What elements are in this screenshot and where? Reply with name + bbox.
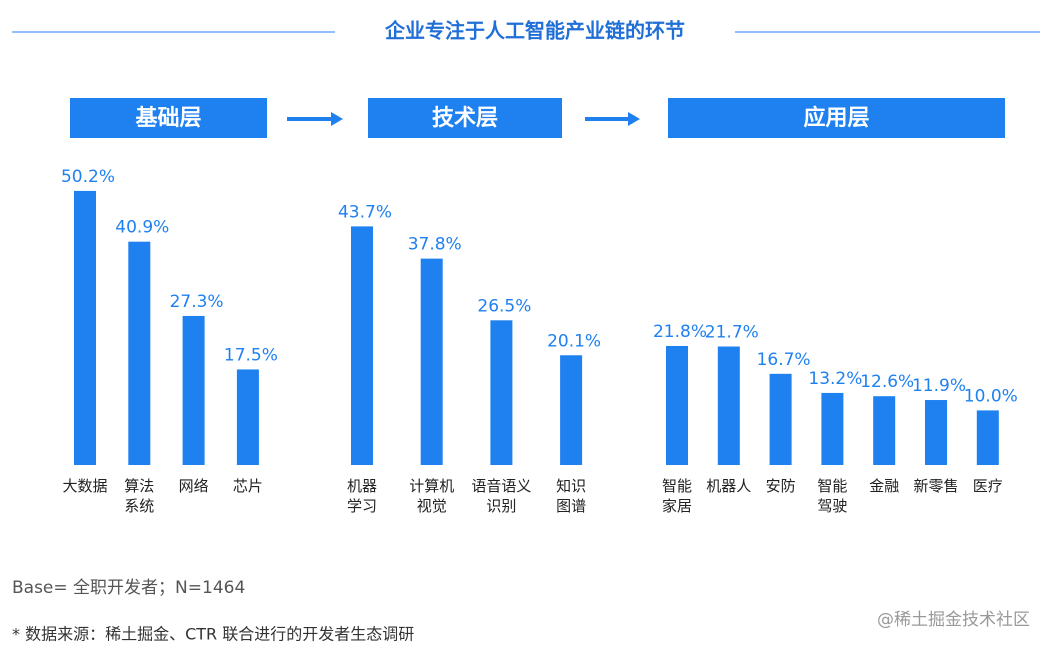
value-label: 27.3% [170, 292, 224, 312]
category-label: 新零售 [913, 477, 958, 495]
bar [873, 396, 896, 465]
value-label: 50.2% [61, 167, 115, 187]
value-label: 12.6% [860, 372, 914, 392]
value-label: 37.8% [408, 235, 462, 255]
value-label: 20.1% [547, 331, 601, 351]
header-label: 基础层 [135, 106, 201, 131]
bar [769, 373, 792, 465]
value-label: 40.9% [115, 218, 169, 238]
category-label: 医疗 [973, 477, 1003, 495]
bar [925, 400, 947, 465]
bar [717, 346, 740, 465]
bar [236, 369, 259, 465]
header-box [368, 98, 562, 138]
source-note: * 数据来源：稀土掘金、CTR 联合进行的开发者生态调研 [12, 625, 414, 644]
value-label: 26.5% [477, 296, 531, 316]
bar [976, 410, 999, 465]
base-note: Base= 全职开发者；N=1464 [12, 578, 245, 598]
value-label: 11.9% [912, 376, 966, 396]
value-label: 17.5% [224, 345, 278, 365]
category-label: 机器人 [706, 477, 751, 495]
header-box [668, 98, 1005, 138]
value-label: 10.0% [964, 386, 1018, 406]
header-box [70, 98, 267, 138]
value-label: 21.7% [705, 323, 759, 343]
header-label: 技术层 [432, 106, 498, 131]
header-label: 应用层 [803, 105, 869, 131]
category-label: 智能驾驶 [817, 477, 847, 515]
category-label: 金融 [869, 477, 899, 495]
category-label: 计算机视觉 [409, 477, 454, 515]
bar [420, 258, 443, 465]
category-label: 智能家居 [662, 477, 692, 515]
category-label: 芯片 [233, 477, 263, 495]
bar [351, 226, 373, 465]
category-label: 机器学习 [347, 477, 377, 515]
arrow [287, 112, 640, 126]
bar [666, 345, 688, 465]
value-label: 16.7% [757, 350, 811, 370]
bar [128, 241, 151, 465]
bar [490, 320, 513, 465]
bar [182, 315, 205, 465]
value-label: 43.7% [338, 202, 392, 222]
category-label: 大数据 [62, 477, 107, 495]
category-label: 知识图谱 [556, 477, 586, 515]
category-label: 安防 [766, 477, 796, 495]
bar [821, 392, 844, 465]
value-label: 13.2% [808, 369, 862, 389]
category-label: 网络 [179, 477, 209, 495]
chart-title: 企业专注于人工智能产业链的环节 [384, 19, 685, 43]
bar [560, 355, 583, 465]
category-label: 语音语义识别 [471, 477, 531, 515]
watermark: @稀土掘金技术社区 [877, 610, 1030, 630]
bar [74, 190, 96, 465]
category-label: 算法系统 [124, 477, 154, 515]
value-label: 21.8% [653, 322, 707, 342]
